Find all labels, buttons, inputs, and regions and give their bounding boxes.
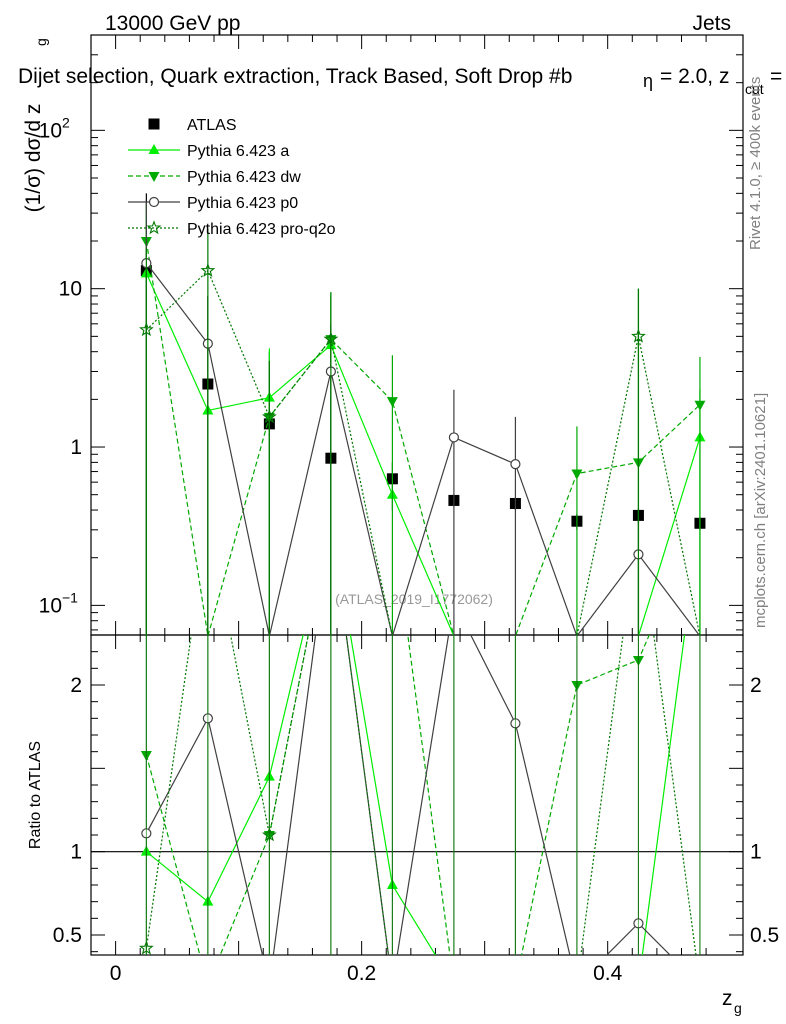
- ratio-line-pythia_a: [146, 635, 686, 955]
- y-tick-label: 10: [39, 594, 62, 617]
- marker-star: [138, 322, 154, 337]
- marker-circle: [448, 432, 460, 443]
- plot-title-sub: cut: [745, 81, 764, 97]
- marker-star: [631, 328, 646, 343]
- ratio-line-pythia_p0: [145, 635, 671, 955]
- series-line-pythia_p0: [145, 262, 700, 635]
- legend-label: Pythia 6.423 p0: [187, 195, 298, 212]
- legend-label: Pythia 6.423 a: [187, 143, 289, 160]
- series-line-pythia_dw: [145, 240, 701, 635]
- y-tick-label: 10: [39, 119, 62, 142]
- main-y-axis-label-sub: g: [33, 38, 49, 46]
- marker-star: [146, 220, 162, 235]
- main-series-group: [138, 193, 706, 635]
- x-tick-label: 0.2: [347, 962, 376, 985]
- x-tick-label: 0: [110, 962, 122, 985]
- y-tick-label: 10: [59, 278, 82, 301]
- plot-title: Dijet selection, Quark extraction, Track…: [18, 65, 572, 88]
- y-tick-label: 1: [70, 436, 82, 459]
- marker-circle: [148, 196, 160, 208]
- marker-star: [200, 262, 216, 277]
- legend-label: Pythia 6.423 dw: [187, 169, 301, 186]
- ratio-line-pythia_dw: [145, 635, 650, 955]
- legend-item-atlas: ATLAS: [148, 117, 237, 134]
- marker-star: [261, 827, 277, 842]
- ratio-series-group: [138, 635, 701, 955]
- legend: ATLAS Pythia 6.423 a Pythia 6.423 dw Pythia…: [128, 117, 336, 238]
- ratio-series-pythia_proq2o: [138, 635, 701, 955]
- series-line-pythia_proq2o: [145, 269, 701, 635]
- marker-triangle-down: [148, 172, 160, 182]
- ratio-series-pythia_p0: [141, 635, 701, 955]
- x-axis: 0 0.2 0.4: [110, 35, 707, 985]
- legend-item-pythia_proq2o: Pythia 6.423 pro-q2o: [128, 220, 336, 238]
- plot-title-rest: = 2.0, z: [660, 65, 729, 88]
- category-label: Jets: [692, 12, 731, 35]
- marker-square: [148, 118, 160, 130]
- plot-title-eta: η: [643, 71, 653, 91]
- marker-star: [323, 331, 339, 346]
- ratio-y-tick-label: 1: [70, 841, 82, 864]
- ratio-series-pythia_dw: [140, 635, 701, 955]
- legend-item-pythia_p0: Pythia 6.423 p0: [128, 195, 298, 212]
- y-tick-label-exp: 2: [62, 114, 70, 130]
- x-tick-label: 0.4: [593, 962, 623, 985]
- legend-item-pythia_dw: Pythia 6.423 dw: [128, 169, 301, 186]
- ratio-y-tick-label-right: 0.5: [750, 924, 779, 947]
- mcplots-label: mcplots.cern.ch [arXiv:2401.10621]: [752, 393, 769, 628]
- rivet-label: Rivet 4.1.0, ≥ 400k events: [747, 77, 764, 250]
- series-atlas: [140, 193, 706, 635]
- ratio-y-tick-label: 2: [70, 674, 82, 697]
- x-axis-label: z: [722, 987, 733, 1010]
- marker-star: [261, 409, 277, 424]
- legend-item-pythia_a: Pythia 6.423 a: [128, 143, 289, 160]
- ratio-y-axis-label: Ratio to ATLAS: [27, 741, 44, 849]
- marker-triangle-down: [694, 400, 706, 411]
- main-y-axis-label: (1/σ) dσ/d z: [22, 104, 45, 213]
- marker-triangle-down: [386, 397, 398, 408]
- analysis-watermark: (ATLAS_2019_I1772062): [335, 591, 493, 607]
- series-line-pythia_a: [145, 273, 701, 635]
- series-pythia_dw: [140, 202, 706, 635]
- ratio-series-pythia_a: [140, 635, 701, 955]
- series-pythia_proq2o: [138, 228, 701, 635]
- plot-title-main: Dijet selection, Quark extraction, Track…: [18, 65, 572, 88]
- legend-label: ATLAS: [187, 117, 237, 134]
- ratio-y-tick-label: 0.5: [53, 924, 82, 947]
- marker-star: [138, 940, 154, 955]
- marker-triangle-up: [148, 144, 160, 154]
- energy-label: 13000 GeV pp: [105, 12, 240, 35]
- y-tick-label-exp: −1: [62, 589, 78, 605]
- legend-label: Pythia 6.423 pro-q2o: [187, 221, 336, 238]
- marker-triangle-down: [571, 469, 583, 480]
- ratio-axes: 0.5 0.5 1 1 2 2: [53, 651, 779, 953]
- ratio-y-tick-label-right: 1: [750, 841, 762, 864]
- ratio-panel-frame: [90, 634, 744, 956]
- plot-title-end: =: [770, 65, 782, 88]
- ratio-y-tick-label-right: 2: [750, 674, 762, 697]
- x-axis-label-sub: g: [734, 1000, 742, 1016]
- marker-circle: [510, 459, 521, 470]
